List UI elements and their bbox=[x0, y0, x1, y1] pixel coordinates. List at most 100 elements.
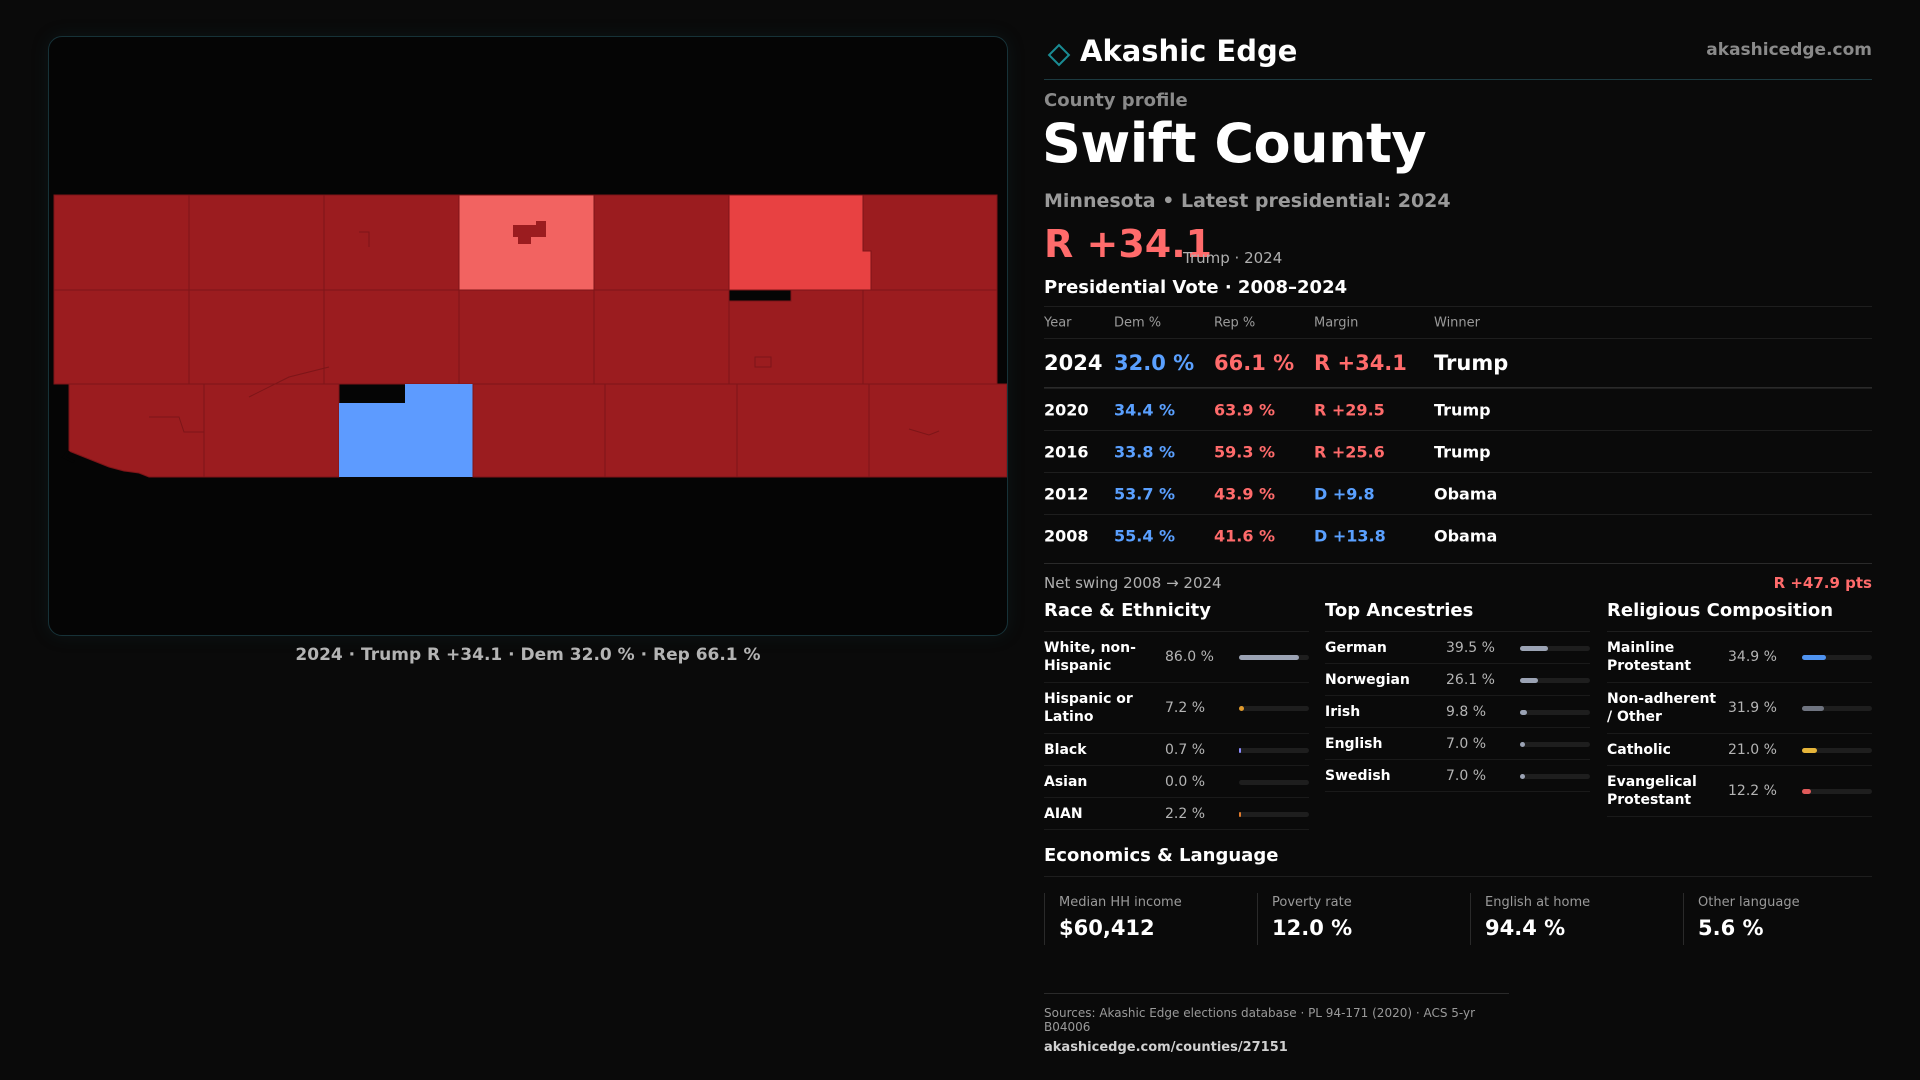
ancestry-bar bbox=[1520, 741, 1590, 747]
votes-section-title: Presidential Vote · 2008–2024 bbox=[1044, 277, 1348, 298]
stat-label: English at home bbox=[1485, 895, 1591, 910]
list-item: English 7.0 % bbox=[1325, 728, 1590, 760]
headline-margin-note: Trump · 2024 bbox=[1183, 249, 1283, 267]
stat-label: Poverty rate bbox=[1272, 895, 1352, 910]
list-item: Non-adherent / Other 31.9 % bbox=[1607, 683, 1872, 734]
religion-label: Evangelical Protestant bbox=[1607, 774, 1697, 808]
ancestry-bar bbox=[1520, 645, 1590, 651]
rep-cell: 59.3 % bbox=[1214, 442, 1276, 461]
ancestry-value: 39.5 % bbox=[1446, 639, 1495, 656]
list-item: AIAN 2.2 % bbox=[1044, 798, 1309, 830]
precinct[interactable] bbox=[862, 289, 998, 385]
precinct[interactable] bbox=[188, 289, 325, 385]
list-item: German 39.5 % bbox=[1325, 632, 1590, 664]
precinct[interactable] bbox=[53, 289, 190, 385]
religion-label: Non-adherent / Other bbox=[1607, 691, 1717, 725]
ancestry-value: 7.0 % bbox=[1446, 767, 1487, 784]
precinct[interactable] bbox=[458, 289, 595, 385]
year-cell: 2024 bbox=[1044, 351, 1103, 375]
precinct[interactable] bbox=[604, 383, 738, 478]
precinct[interactable] bbox=[728, 289, 864, 385]
year-cell: 2008 bbox=[1044, 526, 1089, 545]
religion-label: Catholic bbox=[1607, 741, 1671, 758]
ancestry-value: 7.0 % bbox=[1446, 735, 1487, 752]
list-item: Catholic 21.0 % bbox=[1607, 734, 1872, 766]
religion-bar bbox=[1802, 747, 1872, 753]
ancestry-label: Swedish bbox=[1325, 767, 1391, 784]
ancestry-label: Norwegian bbox=[1325, 671, 1410, 688]
brand-url-link[interactable]: akashicedge.com bbox=[1706, 40, 1872, 60]
religion-value: 34.9 % bbox=[1728, 649, 1777, 665]
race-label: Hispanic or Latino bbox=[1044, 691, 1133, 725]
race-bar bbox=[1239, 747, 1309, 753]
dem-cell: 33.8 % bbox=[1114, 442, 1176, 461]
precinct[interactable] bbox=[53, 194, 190, 291]
race-bar bbox=[1239, 655, 1309, 660]
precinct[interactable] bbox=[728, 194, 872, 291]
table-row: 2020 34.4 % 63.9 % R +29.5 Trump bbox=[1044, 388, 1872, 430]
precinct-map[interactable] bbox=[49, 37, 1008, 636]
ancestry-bar-fill bbox=[1520, 677, 1539, 683]
table-row: 2008 55.4 % 41.6 % D +13.8 Obama bbox=[1044, 514, 1872, 556]
stat-card: Median HH income $60,412 bbox=[1044, 893, 1244, 945]
race-value: 2.2 % bbox=[1165, 805, 1206, 822]
map-caption: 2024 · Trump R +34.1 · Dem 32.0 % · Rep … bbox=[295, 645, 761, 665]
precinct[interactable] bbox=[203, 383, 340, 478]
list-item: White, non-Hispanic 86.0 % bbox=[1044, 632, 1309, 683]
race-value: 0.7 % bbox=[1165, 741, 1206, 758]
ancestry-bar bbox=[1520, 709, 1590, 715]
net-swing: Net swing 2008 → 2024 R +47.9 pts bbox=[1044, 563, 1872, 592]
race-bar bbox=[1239, 811, 1309, 817]
race-bar bbox=[1239, 779, 1309, 785]
precinct[interactable] bbox=[188, 194, 325, 291]
precinct[interactable] bbox=[593, 194, 730, 291]
col-year-header: Year bbox=[1044, 315, 1072, 330]
precinct[interactable] bbox=[323, 289, 460, 385]
col-rep-header: Rep % bbox=[1214, 315, 1256, 330]
ancestry-bar bbox=[1520, 677, 1590, 683]
stat-card: Other language 5.6 % bbox=[1683, 893, 1883, 945]
religion-bar-fill bbox=[1802, 655, 1827, 660]
stat-value: 5.6 % bbox=[1698, 916, 1764, 940]
year-cell: 2016 bbox=[1044, 442, 1089, 461]
religion-bar-fill bbox=[1802, 789, 1811, 794]
county-map-panel[interactable] bbox=[48, 36, 1008, 636]
ancestries-section: Top Ancestries German 39.5 % Norwegian 2… bbox=[1325, 600, 1590, 792]
list-item: Norwegian 26.1 % bbox=[1325, 664, 1590, 696]
religion-value: 31.9 % bbox=[1728, 700, 1777, 716]
precinct-enclave[interactable] bbox=[513, 221, 546, 244]
margin-cell: D +9.8 bbox=[1314, 484, 1375, 503]
rep-cell: 66.1 % bbox=[1214, 351, 1295, 375]
winner-cell: Trump bbox=[1434, 400, 1491, 419]
list-item: Asian 0.0 % bbox=[1044, 766, 1309, 798]
race-bar-fill bbox=[1239, 747, 1241, 753]
brand-name: Akashic Edge bbox=[1080, 34, 1298, 68]
precinct[interactable] bbox=[323, 194, 460, 291]
county-page-link[interactable]: akashicedge.com/counties/27151 bbox=[1044, 1040, 1288, 1055]
precinct[interactable] bbox=[862, 194, 998, 291]
list-item: Evangelical Protestant 12.2 % bbox=[1607, 766, 1872, 817]
race-label: Black bbox=[1044, 741, 1087, 758]
precinct[interactable] bbox=[736, 383, 870, 478]
ancestry-bar bbox=[1520, 773, 1590, 779]
precinct[interactable] bbox=[593, 289, 730, 385]
margin-cell: R +29.5 bbox=[1314, 400, 1385, 419]
precinct[interactable] bbox=[472, 383, 606, 478]
year-cell: 2020 bbox=[1044, 400, 1089, 419]
precinct[interactable] bbox=[868, 383, 1007, 478]
stat-value: 12.0 % bbox=[1272, 916, 1353, 940]
profile-subtitle: Minnesota • Latest presidential: 2024 bbox=[1044, 190, 1451, 212]
page-title: Swift County bbox=[1042, 112, 1427, 175]
ancestry-bar-fill bbox=[1520, 709, 1527, 715]
race-value: 7.2 % bbox=[1165, 700, 1206, 716]
winner-cell: Obama bbox=[1434, 484, 1498, 503]
winner-cell: Obama bbox=[1434, 526, 1498, 545]
race-label: White, non-Hispanic bbox=[1044, 640, 1136, 674]
table-row-latest: 2024 32.0 % 66.1 % R +34.1 Trump bbox=[1044, 338, 1872, 388]
list-item: Mainline Protestant 34.9 % bbox=[1607, 632, 1872, 683]
race-section-title: Race & Ethnicity bbox=[1044, 600, 1309, 632]
stat-card: English at home 94.4 % bbox=[1470, 893, 1670, 945]
precinct[interactable] bbox=[339, 384, 473, 477]
race-bar-fill bbox=[1239, 811, 1241, 817]
dem-cell: 53.7 % bbox=[1114, 484, 1176, 503]
